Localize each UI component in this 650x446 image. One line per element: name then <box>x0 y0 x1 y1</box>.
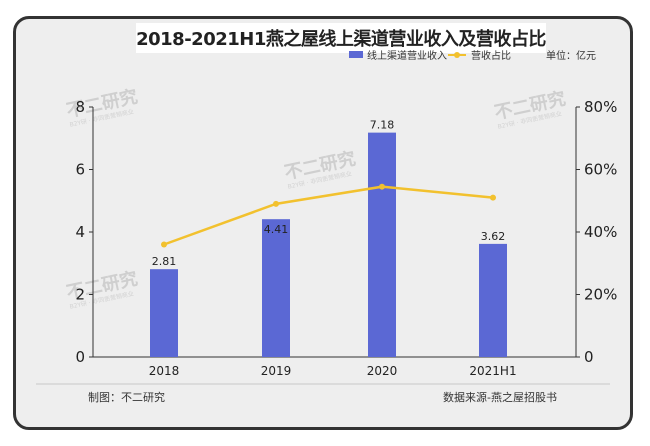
right-tick-label: 60% <box>584 161 617 179</box>
revenue-share-point-2020 <box>379 183 385 190</box>
legend-line-label: 营收占比 <box>471 49 511 62</box>
left-tick-label: 8 <box>75 98 85 116</box>
right-tick-label: 0 <box>584 348 594 366</box>
right-tick-group: 0 20% 40% 60% 80% <box>576 98 617 366</box>
bar-2019 <box>262 219 290 357</box>
category-label-2020: 2020 <box>367 364 398 378</box>
left-tick-label: 0 <box>75 348 85 366</box>
category-label-2019: 2019 <box>261 364 292 378</box>
bar-value-label: 2.81 <box>152 255 177 268</box>
left-tick-label: 2 <box>75 286 85 304</box>
category-label-group: 2018 2019 2020 2021H1 <box>149 364 517 378</box>
bar-label-group: 2.81 4.41 7.18 3.62 <box>152 119 506 269</box>
right-tick-label: 80% <box>584 98 617 116</box>
revenue-share-line <box>163 185 494 246</box>
chart-card: 2018-2021H1燕之屋线上渠道营业收入及营收占比 不二研究 B2Y研 · 非… <box>13 16 633 430</box>
unit-label: 单位：亿元 <box>546 49 596 62</box>
right-tick-label: 20% <box>584 286 617 304</box>
revenue-share-point-2021H1 <box>490 194 496 201</box>
bar-group <box>150 132 507 357</box>
legend: 线上渠道营业收入 营收占比 单位：亿元 <box>349 49 596 62</box>
category-label-2018: 2018 <box>149 364 180 378</box>
revenue-share-point-2019 <box>273 200 279 207</box>
bar-2021H1 <box>479 243 507 357</box>
legend-bar-label: 线上渠道营业收入 <box>367 49 447 62</box>
category-label-2021H1: 2021H1 <box>469 364 516 378</box>
footer-made-by: 制图：不二研究 <box>88 390 165 404</box>
legend-line-marker <box>454 52 460 58</box>
right-tick-label: 40% <box>584 223 617 241</box>
bar-value-label: 7.18 <box>370 119 395 132</box>
revenue-share-point-2018 <box>161 241 167 248</box>
left-tick-group: 0 2 4 6 8 <box>75 98 93 366</box>
line-series-group <box>161 183 496 248</box>
title-box: 2018-2021H1燕之屋线上渠道营业收入及营收占比 <box>136 23 546 53</box>
bar-2018 <box>150 269 178 357</box>
bar-2020 <box>368 132 396 357</box>
left-tick-label: 6 <box>75 161 85 179</box>
footer-source: 数据来源-燕之屋招股书 <box>443 390 557 404</box>
legend-bar-swatch <box>349 51 363 58</box>
chart-title: 2018-2021H1燕之屋线上渠道营业收入及营收占比 <box>136 29 546 50</box>
bar-value-label: 3.62 <box>481 230 506 243</box>
left-tick-label: 4 <box>75 223 85 241</box>
bar-value-label: 4.41 <box>264 223 289 236</box>
